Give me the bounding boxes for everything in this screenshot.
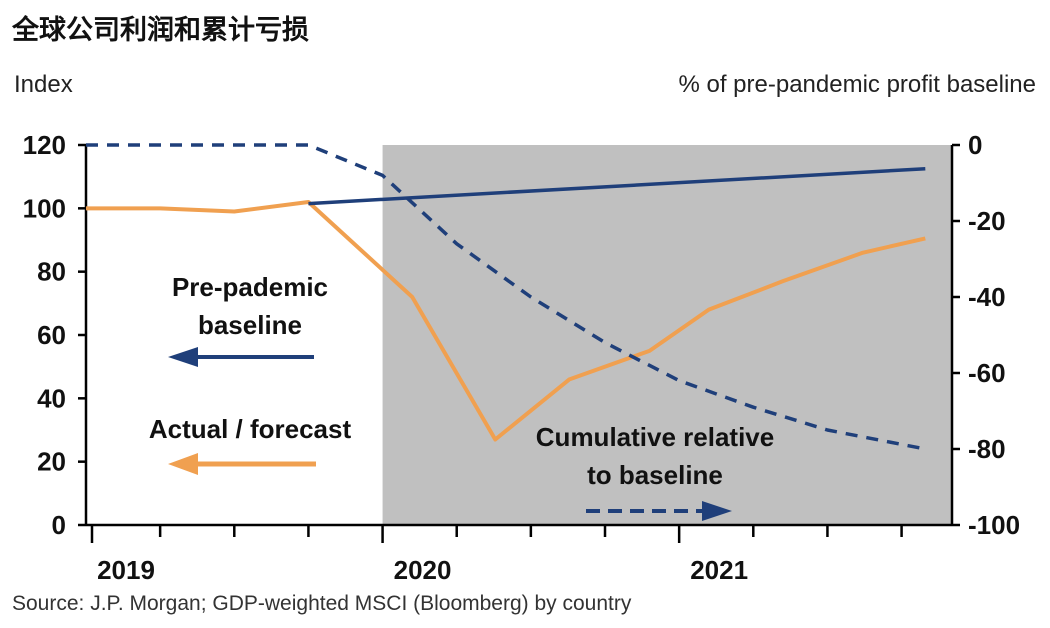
- left-axis-ticks: 0 20 40 60 80 100 120: [23, 130, 86, 540]
- left-axis-label: Index: [14, 71, 73, 98]
- annotation-cumulative-line2: to baseline: [587, 460, 723, 490]
- series-cumulative-relative: [86, 143, 926, 451]
- x-year-label: 2021: [690, 555, 748, 585]
- left-tick-label: 0: [52, 510, 66, 540]
- left-tick-label: 40: [37, 383, 66, 413]
- x-axis-labels: 2019 2020 2021: [97, 555, 748, 585]
- right-axis-ticks: 0 -20 -40 -60 -80 -100: [952, 130, 1020, 540]
- x-axis-ticks: [90, 525, 903, 543]
- right-axis-label: % of pre-pandemic profit baseline: [678, 71, 1036, 98]
- arrow-baseline-left: [168, 347, 314, 367]
- shaded-region: [382, 145, 953, 525]
- annotation-baseline-line1: Pre-pademic: [172, 272, 328, 302]
- series-pre-pandemic-baseline: [308, 167, 926, 206]
- left-tick-label: 120: [23, 130, 66, 160]
- left-tick-label: 100: [23, 193, 66, 223]
- right-tick-label: -80: [968, 434, 1006, 464]
- arrow-actual-left: [168, 453, 316, 475]
- source-note: Source: J.P. Morgan; GDP-weighted MSCI (…: [12, 592, 632, 615]
- annotation-actual: Actual / forecast: [149, 414, 352, 444]
- right-tick-label: -20: [968, 206, 1006, 236]
- right-tick-label: -100: [968, 510, 1020, 540]
- left-tick-label: 60: [37, 320, 66, 350]
- right-tick-label: -60: [968, 358, 1006, 388]
- chart-title: 全球公司利润和累计亏损: [12, 15, 309, 46]
- right-tick-label: -40: [968, 282, 1006, 312]
- right-tick-label: 0: [968, 130, 982, 160]
- series-actual-forecast: [86, 200, 926, 442]
- x-year-label: 2020: [394, 555, 452, 585]
- annotation-cumulative-line1: Cumulative relative: [536, 422, 774, 452]
- annotation-baseline-line2: baseline: [198, 310, 302, 340]
- left-tick-label: 20: [37, 447, 66, 477]
- x-year-label: 2019: [97, 555, 155, 585]
- left-tick-label: 80: [37, 257, 66, 287]
- arrow-cumulative-right: [586, 501, 732, 521]
